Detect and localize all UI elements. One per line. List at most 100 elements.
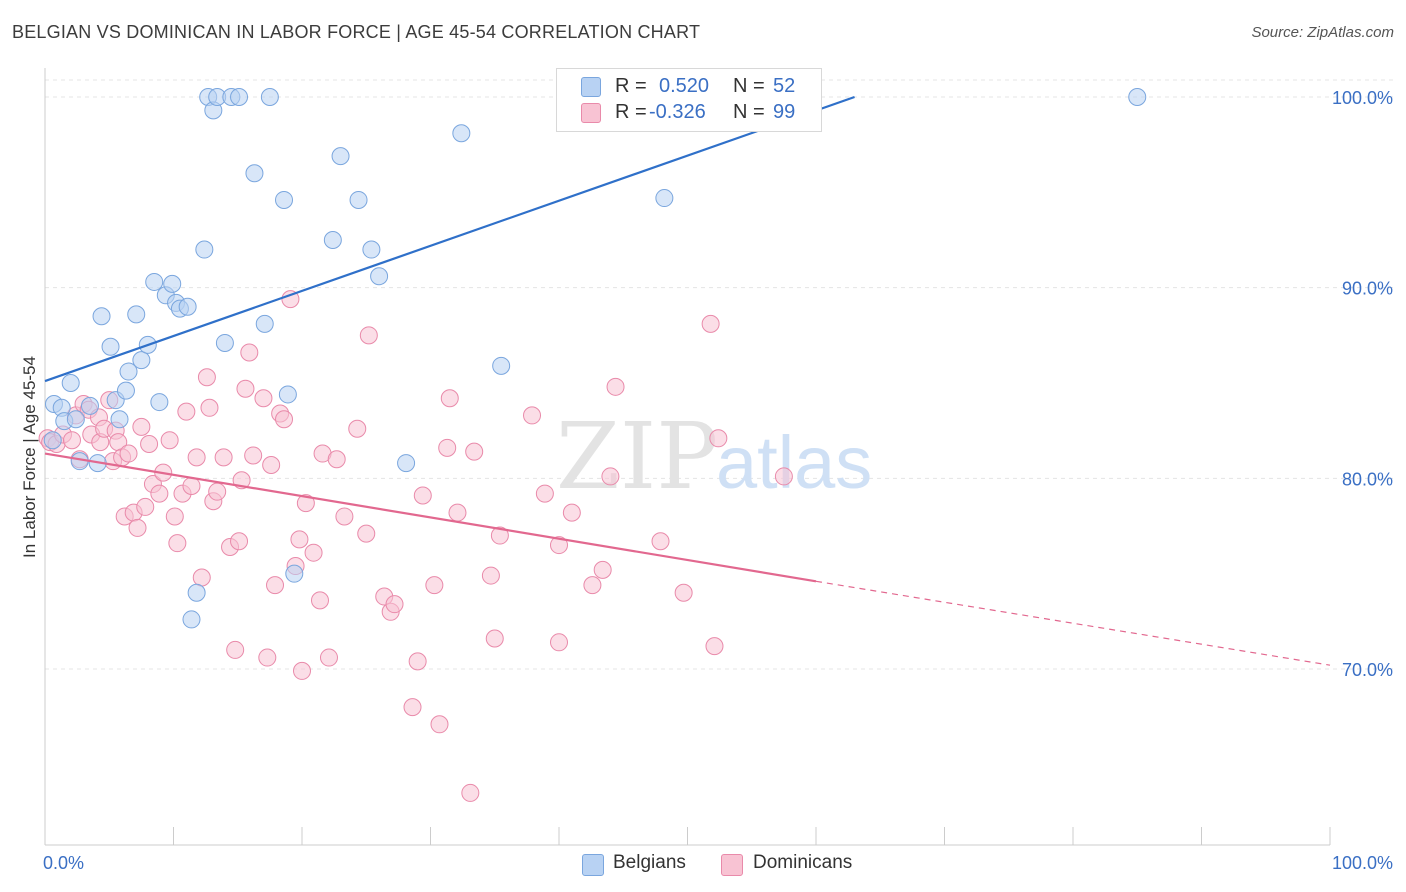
belgians-point — [66, 410, 85, 429]
belgians-point — [182, 610, 201, 629]
dominicans-point — [357, 524, 376, 543]
belgians-point — [370, 267, 389, 286]
dominicans-legend-label: Dominicans — [753, 852, 853, 873]
dominicans-trend-line — [44, 452, 817, 583]
dominicans-point — [403, 698, 422, 717]
dominicans-point — [465, 442, 484, 461]
chart-title: BELGIAN VS DOMINICAN IN LABOR FORCE | AG… — [12, 22, 701, 42]
belgians-point — [178, 297, 197, 316]
belgians-point — [127, 305, 146, 324]
belgians-point — [92, 307, 111, 326]
dominicans-point — [240, 343, 259, 362]
x-tick-label-min: 0.0% — [43, 853, 84, 873]
dominicans-point — [230, 532, 249, 551]
dominicans-point — [425, 576, 444, 595]
trend-lines — [44, 95, 1331, 666]
belgians-point — [80, 396, 99, 415]
dominicans-point — [674, 583, 693, 602]
dominicans-point — [182, 476, 201, 495]
belgians-trend-line — [44, 95, 855, 383]
dominicans-point — [705, 637, 724, 656]
belgians-point — [215, 333, 234, 352]
dominicans-point — [601, 467, 620, 486]
dominicans-point — [413, 486, 432, 505]
dominicans-point — [275, 410, 294, 429]
dominicans-point — [490, 526, 509, 545]
belgians-r-value: 0.520 — [659, 75, 710, 97]
series-legend: Belgians Dominicans — [0, 852, 1406, 878]
dominicans-point — [132, 417, 151, 436]
dominicans-point — [136, 497, 155, 516]
belgians-point — [43, 431, 62, 450]
belgians-point — [119, 362, 138, 381]
dominicans-point — [128, 518, 147, 537]
belgians-point — [452, 124, 471, 143]
dominicans-point — [327, 450, 346, 469]
dominicans-point — [290, 530, 309, 549]
dominicans-point — [348, 419, 367, 438]
belgians-point — [260, 88, 279, 106]
watermark-zip: ZIP — [556, 403, 718, 510]
watermark-atlas: atlas — [716, 421, 872, 504]
dominicans-point — [200, 398, 219, 417]
belgians-n-label: N = — [733, 75, 765, 97]
belgians-point — [323, 231, 342, 249]
dominicans-point — [214, 448, 233, 467]
dominicans-point — [485, 629, 504, 648]
dominicans-point — [160, 431, 179, 450]
x-tick-label-max: 100.0% — [1332, 853, 1393, 873]
dominicans-point — [266, 576, 285, 595]
axes — [44, 68, 1331, 846]
belgians-r-label: R = — [615, 75, 647, 97]
dominicans-point — [562, 503, 581, 522]
y-tick-label: 90.0% — [1342, 279, 1393, 299]
correlation-legend: R = 0.520 N = 52 R = -0.326 N = 99 — [556, 68, 822, 132]
belgians-point — [150, 393, 169, 412]
dominicans-point — [236, 379, 255, 398]
dominicans-point — [226, 640, 245, 659]
belgians-n-value: 52 — [773, 75, 796, 97]
dominicans-legend-swatch — [721, 854, 743, 876]
dominicans-point — [430, 715, 449, 734]
belgians-point — [397, 454, 416, 473]
belgians-point — [331, 147, 350, 166]
dominicans-point — [197, 368, 216, 387]
dominicans-point — [438, 438, 457, 457]
dominicans-point — [310, 591, 329, 610]
dominicans-point — [254, 389, 273, 408]
dominicans-point — [651, 532, 670, 551]
y-tick-label: 80.0% — [1342, 469, 1393, 489]
belgians-point — [187, 583, 206, 602]
belgians-point — [275, 190, 294, 209]
dominicans-point — [262, 455, 281, 474]
dominicans-point — [461, 783, 480, 802]
dominicans-point — [296, 494, 315, 513]
dominicans-point — [385, 595, 404, 614]
source-label: Source: ZipAtlas.com — [1251, 24, 1394, 41]
belgians-point — [349, 190, 368, 209]
dominicans-point — [774, 467, 793, 486]
dominicans-point — [304, 543, 323, 562]
dominicans-point — [293, 661, 311, 680]
dominicans-point — [550, 633, 568, 652]
belgians-legend-label: Belgians — [613, 852, 686, 873]
dominicans-point — [709, 429, 728, 448]
belgians-point — [362, 240, 381, 259]
dominicans-point — [550, 536, 568, 555]
dominicans-point — [481, 566, 500, 585]
dominicans-r-value: -0.326 — [649, 101, 706, 123]
dominicans-point — [701, 314, 720, 333]
dominicans-point — [359, 326, 378, 345]
belgians-point — [101, 337, 120, 356]
belgians-point — [245, 164, 264, 183]
dominicans-swatch — [581, 103, 601, 123]
belgians-points — [43, 88, 1147, 629]
axis-labels: 70.0% 80.0% 90.0% 100.0% 0.0% 100.0% In Labor … — [20, 88, 1393, 873]
belgians-point — [132, 351, 151, 370]
y-axis-label: In Labor Force | Age 45-54 — [20, 356, 39, 558]
dominicans-point — [187, 448, 206, 467]
dominicans-points — [38, 290, 793, 802]
watermark: ZIP atlas — [556, 403, 872, 510]
dominicans-point — [593, 560, 612, 579]
belgians-swatch — [581, 77, 601, 97]
